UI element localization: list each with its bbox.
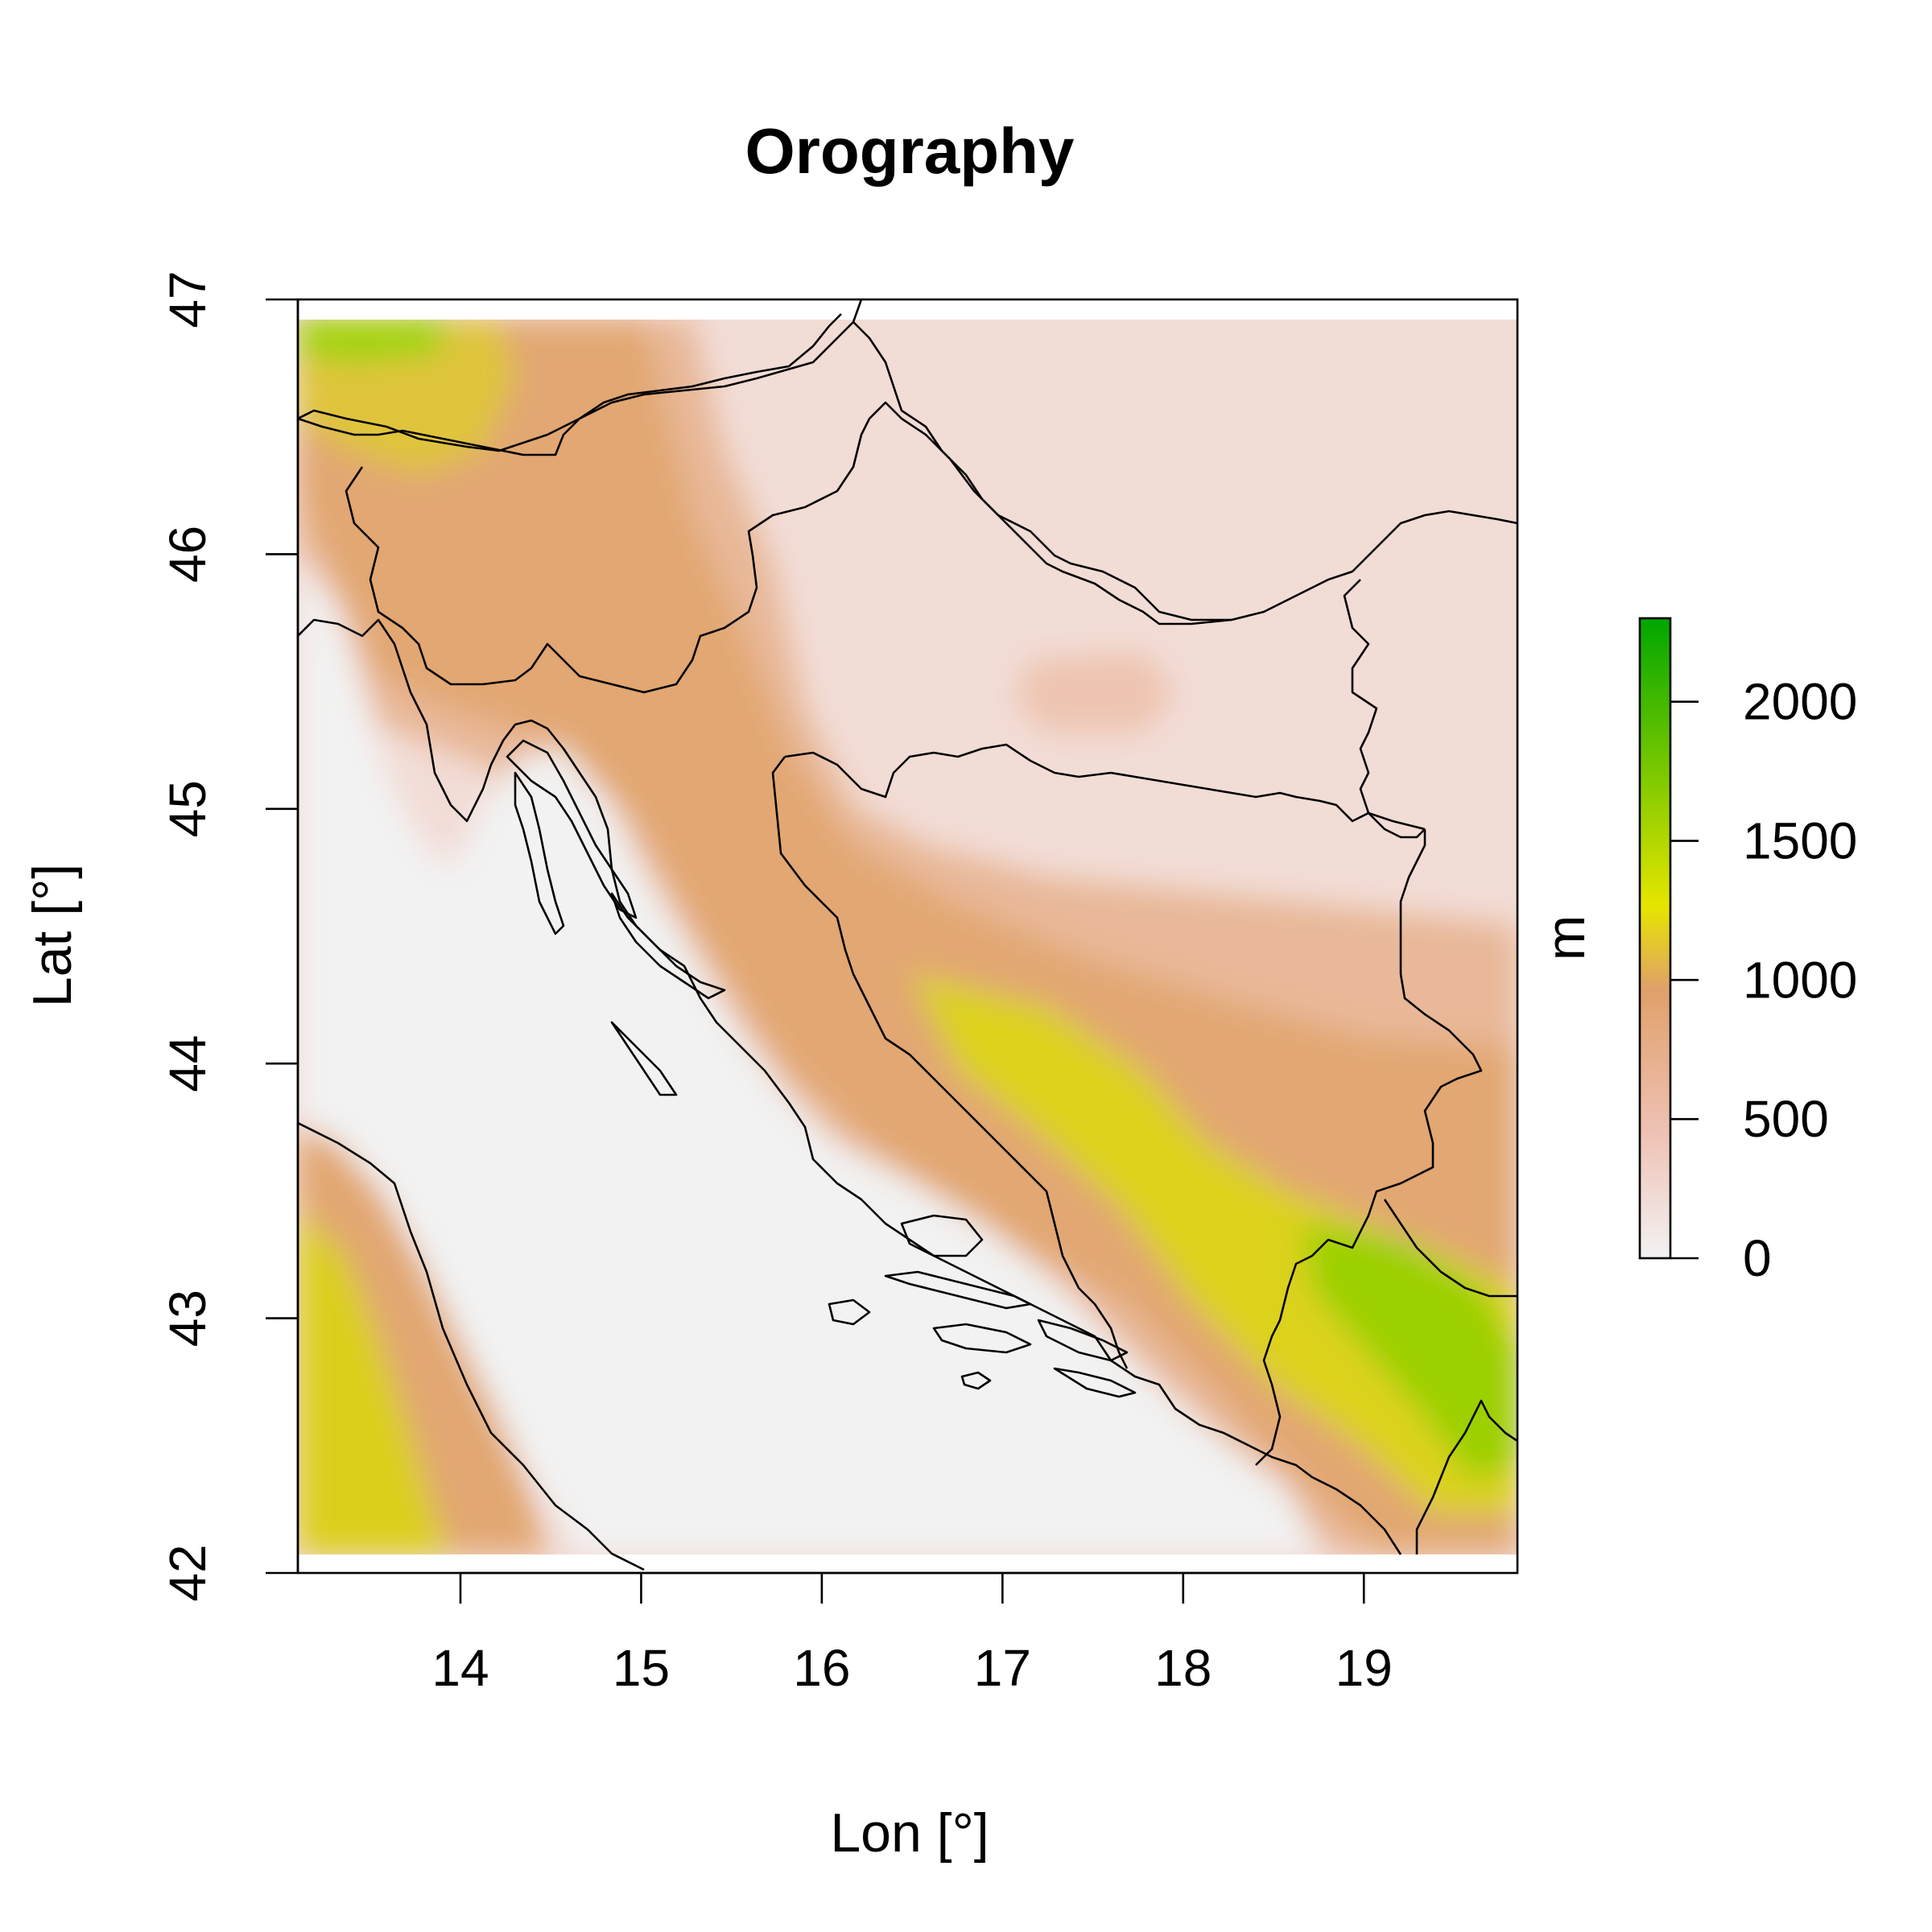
colorbar-tick-label: 1500 [1743,812,1857,870]
relief-italy-yellow [298,1208,451,1554]
peninsula-peljesac [1037,1319,1129,1362]
colorbar-label: m [1535,915,1596,961]
y-tick-label: 47 [159,270,217,328]
slovenia-croatia-border [345,401,1517,694]
y-tick-label: 45 [159,780,217,837]
y-axis: 42 43 44 45 46 47 [159,270,299,1602]
bosnia-border [771,756,1129,1369]
colorbar-tick-label: 0 [1743,1229,1772,1287]
montenegro-border [1383,1199,1517,1298]
x-tick-label: 17 [974,1639,1031,1697]
island-cres [514,771,565,935]
relief-bosnia-hill [1014,652,1175,733]
colorbar-gradient [1638,617,1672,1260]
colorbar-ticks: 0 500 1000 1500 2000 [1670,673,1857,1287]
hungary-border [852,321,1232,625]
bottom-blank-strip [298,1554,1517,1573]
y-tick-label: 46 [159,526,217,583]
x-axis: 14 15 16 17 18 19 [431,1571,1393,1697]
island-mljet [1053,1367,1137,1398]
island-vis [828,1298,871,1326]
chart-title: Orography [745,115,1075,187]
island-hvar [884,1270,1032,1310]
serbia-border [1255,829,1483,1466]
colorbar: 0 500 1000 1500 2000 m [1535,617,1857,1287]
slovenia-austria-border [298,313,842,452]
relief-sea [298,564,1320,1554]
colorbar-tick-label: 500 [1743,1090,1829,1148]
colorbar-tick-label: 1000 [1743,951,1857,1009]
orography-field [298,299,1517,1573]
sava-border [784,743,1426,839]
italy-coastline [298,1121,645,1571]
plot-area [298,299,1517,1573]
serbia-east-border [1343,579,1426,831]
colorbar-tick-label: 2000 [1743,673,1857,731]
island-dugi [610,1021,678,1096]
adriatic-coastline [298,618,1402,1555]
island-brac [900,1214,984,1257]
y-tick-label: 44 [159,1035,217,1092]
x-tick-label: 18 [1154,1639,1212,1697]
albania-border [1415,1399,1517,1554]
x-tick-label: 16 [793,1639,850,1697]
top-blank-strip [298,299,1517,320]
island-lastovo [960,1371,992,1390]
croatia-border-north [298,299,863,456]
x-tick-label: 15 [613,1639,670,1697]
relief-yellow-dinaric [910,974,1517,1513]
island-krk [506,739,638,919]
field-relief [298,320,1517,1554]
island-pag [610,892,726,1000]
y-axis-label: Lat [°] [22,864,83,1007]
relief-green-nw [298,320,451,362]
x-axis-label: Lon [°] [830,1802,989,1864]
coastlines-and-borders [298,299,1517,1571]
x-tick-label: 14 [431,1639,489,1697]
island-korcula [932,1323,1032,1354]
y-tick-label: 42 [159,1544,217,1601]
x-tick-label: 19 [1335,1639,1393,1697]
y-tick-label: 43 [159,1290,217,1347]
